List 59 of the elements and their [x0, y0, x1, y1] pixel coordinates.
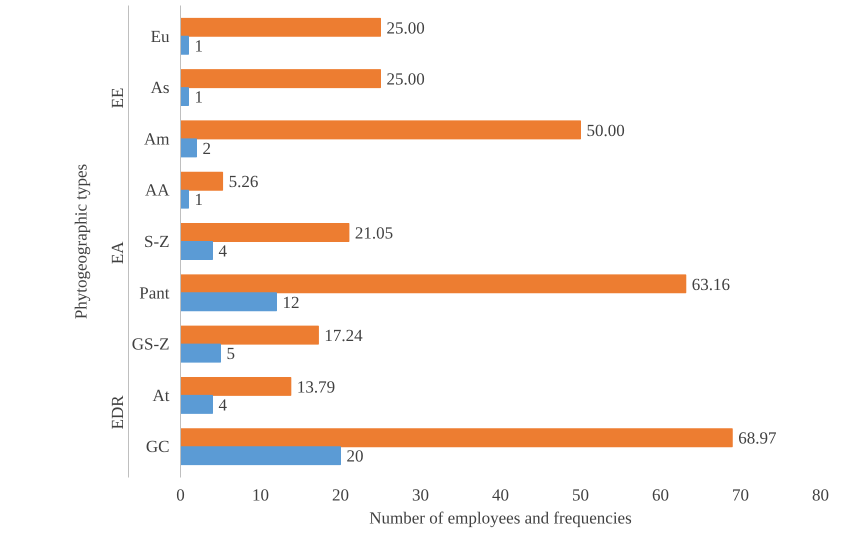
- x-tick-label: 30: [412, 486, 429, 504]
- text: EDR: [108, 394, 127, 430]
- x-tick-label: 80: [812, 486, 829, 504]
- bar: [180, 274, 686, 294]
- bar: [180, 446, 341, 466]
- data-label: 5.26: [228, 172, 258, 192]
- bar: [180, 428, 733, 448]
- bar: [180, 36, 189, 55]
- data-label: 17.24: [324, 326, 364, 346]
- bar: [180, 172, 224, 191]
- x-tick-label: 10: [252, 486, 269, 504]
- data-label: 68.97: [738, 428, 778, 448]
- bar: [180, 120, 581, 140]
- y-tick-label: AA: [144, 180, 170, 200]
- bar: [180, 18, 381, 37]
- data-label: 1: [194, 36, 203, 56]
- y-tick-label: GS-Z: [132, 334, 170, 354]
- y-tick-label: Pant: [139, 283, 170, 302]
- x-axis-title: Number of employees and frequencies: [369, 508, 632, 528]
- x-tick-label: 50: [572, 486, 589, 504]
- data-label: 13.79: [296, 377, 336, 396]
- data-label: 2: [202, 138, 211, 158]
- data-label: 12: [282, 292, 300, 312]
- data-label: 1: [194, 190, 203, 210]
- data-label: 21.05: [354, 224, 394, 243]
- data-label: 4: [218, 395, 228, 414]
- bar: [180, 326, 319, 345]
- x-tick-label: 60: [652, 486, 669, 504]
- x-tick-label: 40: [492, 486, 509, 504]
- bar: [180, 138, 197, 158]
- bar: [180, 69, 381, 88]
- data-label: 63.16: [692, 274, 730, 294]
- bar: [180, 223, 350, 242]
- data-label: 20: [346, 446, 364, 466]
- x-tick-label: 20: [332, 486, 349, 504]
- y-tick-label: Am: [144, 129, 170, 148]
- data-label: 5: [226, 344, 235, 364]
- y-tick-label: GC: [146, 437, 170, 456]
- data-label: 25.00: [386, 18, 425, 38]
- bar: [180, 190, 189, 209]
- y-tick-label: As: [150, 78, 170, 98]
- bar: [180, 344, 221, 363]
- bar: [180, 376, 292, 396]
- x-tick-label: 0: [176, 486, 185, 504]
- y-axis-title: Phytogeographic types: [72, 164, 90, 320]
- bar: [180, 241, 213, 260]
- y-tick-label: At: [152, 386, 170, 405]
- data-label: 4: [218, 241, 228, 260]
- x-tick-label: 70: [732, 486, 749, 504]
- bar: [180, 394, 213, 414]
- data-label: 25.00: [386, 70, 425, 89]
- text: EE: [108, 88, 127, 108]
- y-tick-label: S-Z: [144, 232, 170, 251]
- data-label: 50.00: [586, 120, 625, 140]
- bar: [180, 87, 189, 106]
- text: EA: [108, 240, 127, 264]
- y-tick-label: Eu: [150, 26, 170, 46]
- bar: [180, 292, 277, 312]
- data-label: 1: [194, 88, 203, 107]
